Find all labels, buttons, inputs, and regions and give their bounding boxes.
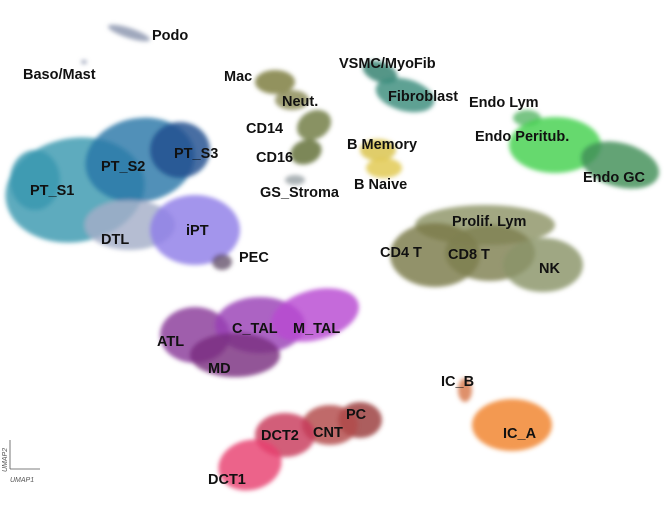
cluster-blob-dct1 [218,439,282,491]
cluster-label-dct2: DCT2 [261,428,299,444]
cluster-blob-cd14 [296,109,332,141]
cluster-label-ic-b: IC_B [441,374,474,390]
cluster-label-endo-gc: Endo GC [583,170,646,186]
cluster-blob-fibroblast [375,77,435,113]
cluster-blob-ic-a [472,399,552,451]
cluster-blob-mac [255,70,295,94]
cluster-blobs [5,24,660,491]
x-axis-label: UMAP1 [10,477,34,484]
cluster-label-gs-stroma: GS_Stroma [260,185,340,201]
cluster-blob-pt-s3 [150,122,210,178]
cluster-label-pt-s1: PT_S1 [30,183,74,199]
cluster-label-md: MD [208,361,231,377]
cluster-blob-ipt [150,195,240,265]
cluster-label-pt-s3: PT_S3 [174,146,218,162]
cluster-label-cd4-t: CD4 T [380,245,422,261]
cluster-label-fibroblast: Fibroblast [388,89,458,105]
cluster-blob-podo [108,24,150,42]
cluster-blob-neut [275,90,309,110]
cluster-labels: Podo Baso/Mast Mac Neut. CD14 CD16 GS_Stroma VS… [23,28,646,488]
cluster-blob-podo [81,60,87,64]
cluster-blob-endo-peritub [509,117,601,173]
cluster-label-baso-mast: Baso/Mast [23,67,96,83]
cluster-label-b-memory: B Memory [347,137,417,153]
cluster-label-podo: Podo [152,28,188,44]
cluster-label-dtl: DTL [101,232,129,248]
cluster-blob-endo-gc [580,141,660,189]
cluster-blob-nk [503,238,583,292]
cluster-label-pec: PEC [239,250,269,266]
cluster-label-endo-lym: Endo Lym [469,95,539,111]
cluster-blob-cd16 [290,139,322,165]
cluster-blob-m-tal [271,288,359,342]
cluster-blob-pec [212,254,232,270]
cluster-blob-b-memory [360,139,396,161]
cluster-blob-gs-stroma [285,175,305,185]
cluster-label-vsmc-myofib: VSMC/MyoFib [339,56,436,72]
cluster-blob-pt-s1 [10,150,60,210]
cluster-blob-ic-b [458,378,472,402]
cluster-label-atl: ATL [157,334,184,350]
cluster-label-mac: Mac [224,69,252,85]
cluster-label-pc: PC [346,407,367,423]
cluster-label-pt-s2: PT_S2 [101,159,145,175]
cluster-label-dct1: DCT1 [208,472,246,488]
cluster-label-c-tal: C_TAL [232,321,278,337]
cluster-blob-md [190,333,280,377]
cluster-label-endo-peritub: Endo Peritub. [475,129,569,145]
cluster-label-b-naive: B Naive [354,177,407,193]
y-axis-label: UMAP2 [2,448,9,472]
cluster-blob-cnt [302,405,358,445]
cluster-label-cd14: CD14 [246,121,283,137]
cluster-blob-vsmc-myofib [362,60,398,84]
cluster-label-cd16: CD16 [256,150,293,166]
cluster-label-m-tal: M_TAL [293,321,340,337]
cluster-label-nk: NK [539,261,560,277]
cluster-label-cnt: CNT [313,425,343,441]
cluster-label-ic-a: IC_A [503,426,537,442]
cluster-blob-b-naive [366,158,402,178]
cluster-label-cd8-t: CD8 T [448,247,490,263]
cluster-label-ipt: iPT [186,223,209,239]
cluster-label-neut: Neut. [282,94,318,110]
axis-indicator: UMAP1 UMAP2 [2,440,40,484]
cluster-label-prolif-lym: Prolif. Lym [452,214,526,230]
